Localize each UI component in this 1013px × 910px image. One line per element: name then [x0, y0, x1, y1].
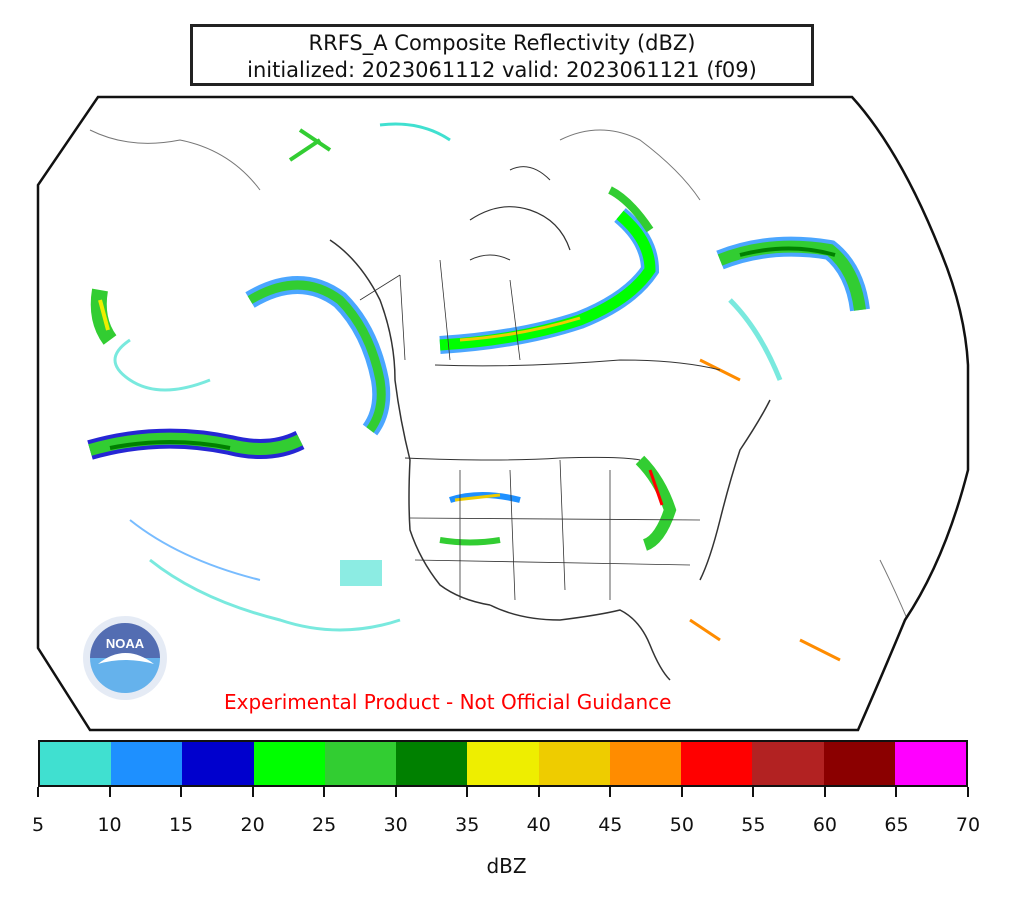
colorbar-tick-label: 25 — [312, 814, 337, 836]
colorbar-tick — [680, 787, 683, 797]
colorbar-tick-label: 40 — [526, 814, 551, 836]
colorbar-label: dBZ — [486, 854, 527, 878]
colorbar-segment — [253, 742, 325, 785]
colorbar-tick — [466, 787, 469, 797]
colorbar-tick — [394, 787, 397, 797]
colorbar-tick — [37, 787, 39, 797]
colorbar-tick — [180, 787, 183, 797]
reflectivity-map — [36, 95, 970, 732]
colorbar-segment — [40, 742, 112, 785]
colorbar-tick — [895, 787, 898, 797]
colorbar-tick — [108, 787, 111, 797]
colorbar-tick — [323, 787, 326, 797]
colorbar-segment — [538, 742, 610, 785]
colorbar-tick-label: 10 — [97, 814, 122, 836]
colorbar-segment — [111, 742, 183, 785]
colorbar-segment — [752, 742, 824, 785]
colorbar-tick — [752, 787, 755, 797]
colorbar-tick — [609, 787, 612, 797]
colorbar-tick — [537, 787, 540, 797]
colorbar-segment — [894, 742, 967, 785]
map-title-box: RRFS_A Composite Reflectivity (dBZ) init… — [190, 24, 814, 86]
colorbar-segment — [609, 742, 682, 785]
colorbar-segment — [396, 742, 468, 785]
colorbar-segment — [681, 742, 753, 785]
colorbar-segment — [182, 742, 254, 785]
colorbar-tick-label: 35 — [455, 814, 480, 836]
colorbar-tick-label: 50 — [669, 814, 694, 836]
disclaimer-text: Experimental Product - Not Official Guid… — [224, 690, 672, 714]
colorbar-tick — [251, 787, 254, 797]
map-title: RRFS_A Composite Reflectivity (dBZ) — [308, 31, 696, 55]
colorbar-segment — [467, 742, 539, 785]
colorbar-tick-label: 5 — [31, 814, 45, 836]
colorbar-tick — [967, 787, 969, 797]
map-subtitle: initialized: 2023061112 valid: 202306112… — [247, 58, 757, 82]
noaa-logo-text: NOAA — [106, 636, 145, 651]
colorbar-tick-label: 70 — [955, 814, 981, 836]
colorbar — [38, 740, 968, 787]
colorbar-segment — [324, 742, 397, 785]
colorbar-segment — [823, 742, 895, 785]
colorbar-tick — [823, 787, 826, 797]
colorbar-tick-label: 45 — [598, 814, 623, 836]
colorbar-tick-label: 20 — [240, 814, 265, 836]
colorbar-tick-label: 15 — [168, 814, 194, 836]
colorbar-tick-label: 55 — [741, 814, 766, 836]
colorbar-tick-label: 60 — [812, 814, 838, 836]
noaa-logo-icon: NOAA — [83, 616, 167, 700]
colorbar-tick-label: 65 — [884, 814, 909, 836]
colorbar-tick-label: 30 — [383, 814, 408, 836]
colorbar-ticks: 5 10 15 20 25 30 35 40 45 50 55 60 65 70 — [32, 787, 980, 836]
